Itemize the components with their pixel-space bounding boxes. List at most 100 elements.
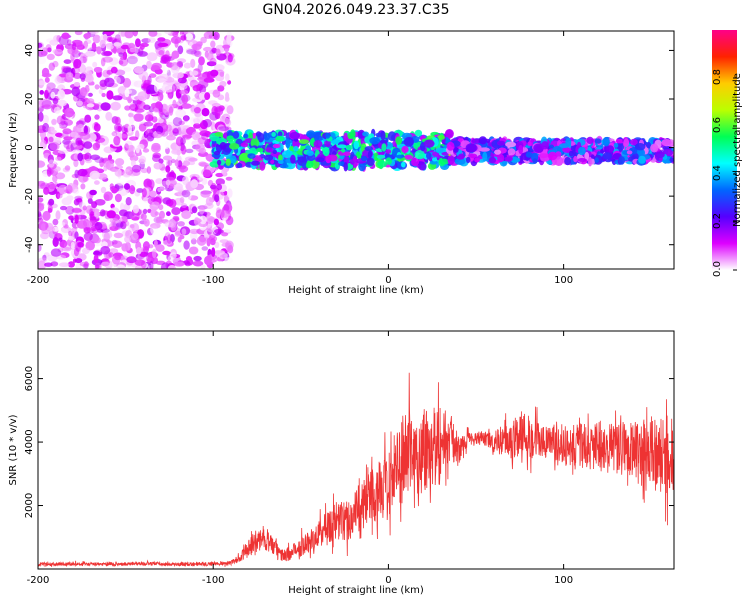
- heatmap-cell: [130, 80, 139, 87]
- heatmap-cell: [182, 115, 190, 122]
- heatmap-cell: [72, 207, 82, 213]
- heatmap-cell: [198, 56, 205, 66]
- heatmap-cell: [73, 72, 82, 79]
- heatmap-cell: [171, 207, 181, 216]
- heatmap-cell: [285, 138, 291, 149]
- heatmap-cell: [73, 159, 79, 168]
- heatmap-cell: [178, 125, 190, 130]
- heatmap-cell: [108, 37, 118, 43]
- heatmap-cell: [86, 70, 93, 81]
- heatmap-cell: [411, 157, 420, 167]
- heatmap-cell: [650, 143, 659, 153]
- heatmap-cell: [203, 77, 215, 83]
- heatmap-cell: [38, 197, 44, 203]
- heatmap-cell: [123, 122, 135, 129]
- heatmap-cell: [65, 72, 74, 81]
- heatmap-cell: [140, 213, 147, 221]
- heatmap-cell: [193, 123, 201, 129]
- heatmap-cell: [77, 168, 88, 177]
- heatmap-cell: [165, 179, 171, 186]
- heatmap-cell: [68, 236, 74, 241]
- heatmap-cell: [146, 166, 152, 174]
- heatmap-cell: [38, 56, 47, 65]
- heatmap-cell: [110, 101, 121, 111]
- heatmap-cell: [289, 131, 300, 140]
- heatmap-cell: [121, 125, 128, 134]
- heatmap-cell: [90, 211, 95, 217]
- heatmap-cell: [59, 239, 68, 248]
- heatmap-cell: [518, 145, 524, 155]
- heatmap-cell: [175, 101, 182, 110]
- heatmap-cell: [106, 210, 117, 219]
- heatmap-cell: [168, 218, 176, 228]
- heatmap-cell: [99, 39, 106, 49]
- heatmap-cell: [94, 236, 101, 244]
- heatmap-cell: [128, 112, 134, 118]
- heatmap-cell: [584, 151, 590, 161]
- heatmap-cell: [139, 44, 145, 50]
- heatmap-cell: [179, 196, 185, 204]
- heatmap-cell: [156, 216, 163, 225]
- heatmap-cell: [139, 251, 148, 257]
- heatmap-y-tick-label: 40: [24, 44, 35, 57]
- heatmap-cell: [112, 46, 117, 54]
- heatmap-cell: [114, 75, 119, 81]
- heatmap-cell: [136, 188, 144, 193]
- heatmap-cell: [67, 261, 75, 268]
- heatmap-cell: [132, 31, 139, 37]
- heatmap-cell: [99, 209, 106, 217]
- heatmap-cell: [376, 154, 386, 159]
- heatmap-cell: [157, 37, 166, 42]
- heatmap-cell: [38, 111, 44, 122]
- heatmap-cell: [181, 228, 187, 235]
- heatmap-cell: [190, 179, 199, 189]
- heatmap-cell: [115, 116, 121, 126]
- heatmap-cell: [203, 46, 213, 52]
- heatmap-cell: [40, 182, 50, 190]
- heatmap-cell: [94, 137, 106, 143]
- heatmap-cell: [222, 44, 231, 49]
- heatmap-cell: [172, 31, 179, 38]
- heatmap-cell: [158, 50, 165, 56]
- heatmap-cell: [626, 150, 633, 155]
- heatmap-cell: [212, 89, 221, 98]
- heatmap-cell: [157, 187, 162, 192]
- heatmap-cell: [124, 235, 131, 243]
- heatmap-cell: [52, 97, 59, 105]
- heatmap-cell: [58, 184, 68, 195]
- heatmap-cell: [488, 156, 496, 164]
- heatmap-cell: [62, 139, 72, 145]
- snr-x-tick-label: 0: [385, 575, 391, 586]
- heatmap-cell: [181, 210, 192, 220]
- heatmap-cell: [164, 85, 174, 93]
- heatmap-cell: [147, 208, 152, 214]
- heatmap-cell: [379, 139, 388, 144]
- heatmap-cell: [42, 210, 51, 221]
- heatmap-cells: [38, 31, 674, 269]
- heatmap-cell: [209, 184, 217, 190]
- heatmap-cell: [157, 42, 169, 48]
- heatmap-cell: [129, 47, 137, 53]
- heatmap-cell: [158, 116, 164, 124]
- heatmap-cell: [148, 31, 158, 37]
- heatmap-cell: [215, 48, 221, 57]
- heatmap-cell: [117, 125, 122, 132]
- heatmap-cell: [362, 131, 369, 137]
- heatmap-cell: [538, 153, 549, 159]
- heatmap-cell: [227, 188, 233, 198]
- heatmap-cell: [133, 80, 144, 88]
- heatmap-cell: [84, 114, 92, 123]
- heatmap-cell: [338, 161, 346, 166]
- heatmap-cell: [126, 145, 136, 152]
- heatmap-cell: [133, 113, 144, 122]
- snr-x-tick-label: -200: [27, 575, 50, 586]
- heatmap-cell: [120, 31, 126, 37]
- heatmap-cell: [281, 150, 293, 159]
- heatmap-cell: [453, 146, 459, 153]
- heatmap-cell: [80, 183, 86, 190]
- heatmap-cell: [225, 176, 233, 181]
- heatmap-cell: [373, 152, 379, 161]
- heatmap-cell: [58, 262, 70, 268]
- heatmap-cell: [185, 148, 194, 154]
- heatmap-cell: [215, 172, 224, 178]
